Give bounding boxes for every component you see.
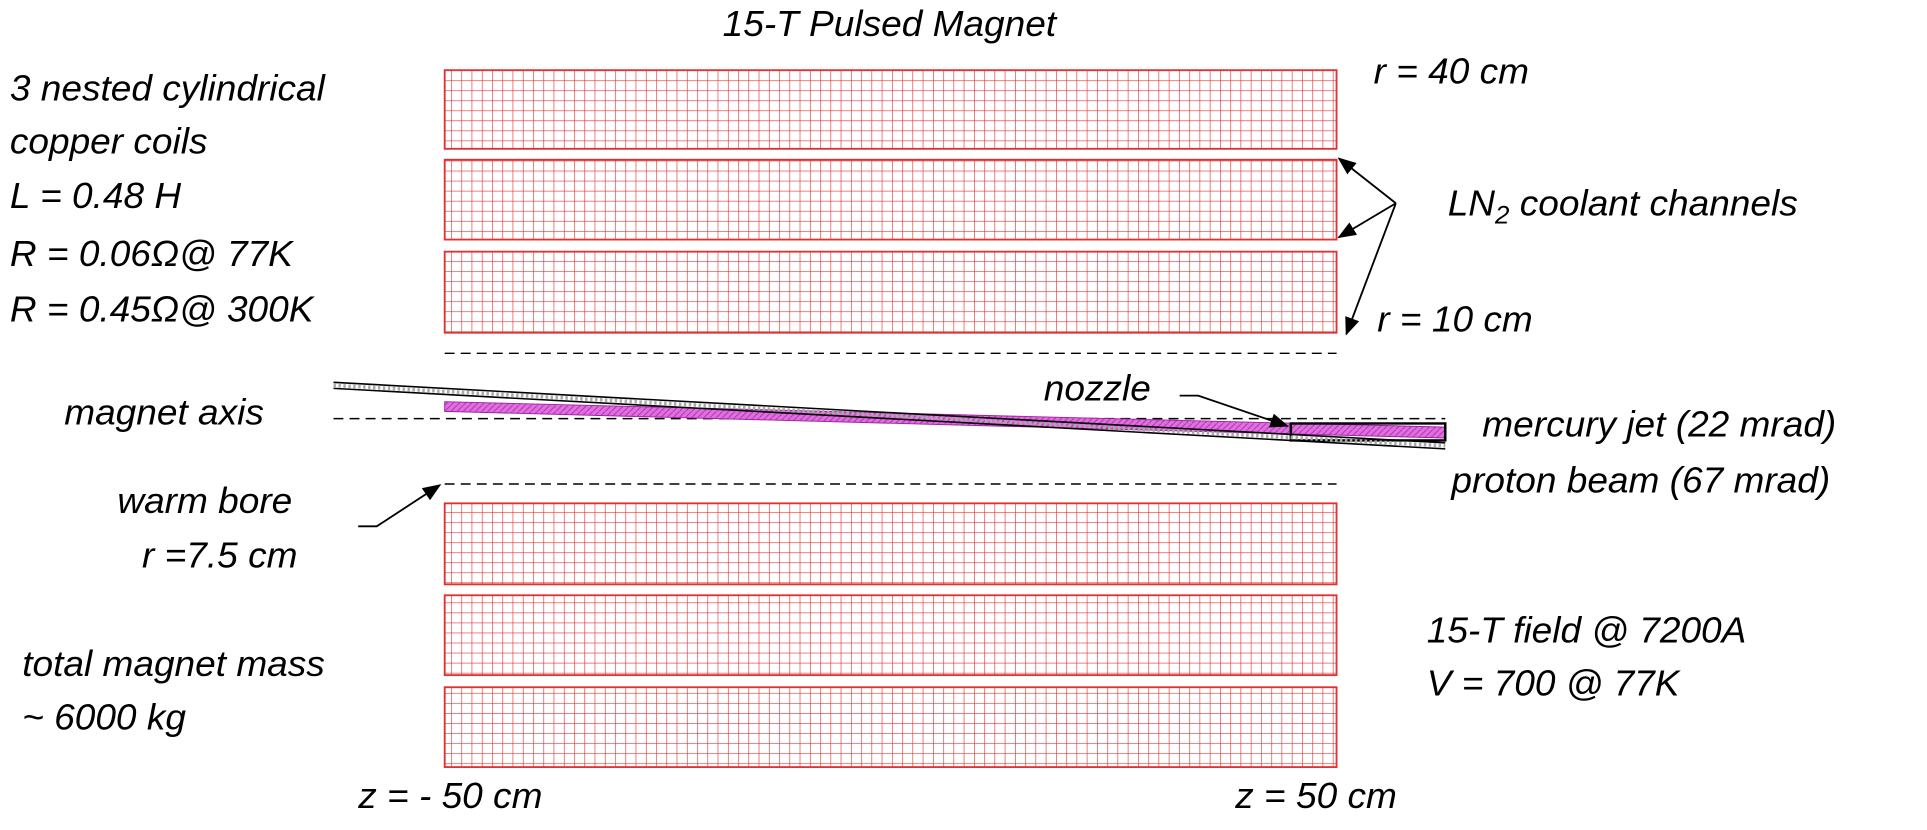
inner-radius: r = 10 cm — [1377, 299, 1532, 340]
field-text: V = 700 @ 77K — [1427, 663, 1681, 704]
mercury-jet — [444, 401, 1446, 439]
coil — [443, 158, 1338, 241]
axis-label: magnet axis — [64, 392, 264, 433]
beam-label: proton beam (67 mrad) — [1450, 460, 1830, 501]
nozzle-label: nozzle — [1044, 368, 1151, 409]
leaders — [358, 157, 1397, 528]
nozzle-body — [1289, 422, 1447, 442]
z-label: z = - 50 cm — [357, 775, 542, 816]
field-text: 15-T field @ 7200A — [1427, 610, 1747, 651]
coil — [443, 69, 1338, 150]
proton-beam — [333, 381, 1446, 450]
coil — [443, 686, 1338, 768]
mass-text: total magnet mass — [22, 644, 325, 685]
coil-text: L = 0.48 H — [10, 175, 182, 216]
coils — [443, 69, 1338, 768]
coil — [443, 502, 1338, 586]
coil-text: R = 0.45Ω@ 300K — [10, 289, 315, 330]
outer-radius: r = 40 cm — [1374, 51, 1529, 92]
mass-text: ~ 6000 kg — [22, 697, 186, 738]
bore-label: warm bore — [117, 480, 292, 521]
title: 15-T Pulsed Magnet — [723, 4, 1058, 45]
coolant-sub: 2 — [1494, 202, 1509, 230]
coolant-label: LN2 coolant channels — [1448, 183, 1798, 230]
coolant-main: LN — [1448, 183, 1496, 224]
coil-text: R = 0.06Ω@ 77K — [10, 233, 295, 274]
coil — [443, 250, 1338, 334]
coolant-rest: coolant channels — [1509, 183, 1797, 224]
coil — [443, 594, 1338, 677]
jet-label: mercury jet (22 mrad) — [1482, 404, 1836, 445]
coil-text: copper coils — [10, 121, 208, 162]
coil-text: 3 nested cylindrical — [10, 68, 326, 109]
bore-label: r =7.5 cm — [142, 535, 297, 576]
z-label: z = 50 cm — [1234, 775, 1397, 816]
